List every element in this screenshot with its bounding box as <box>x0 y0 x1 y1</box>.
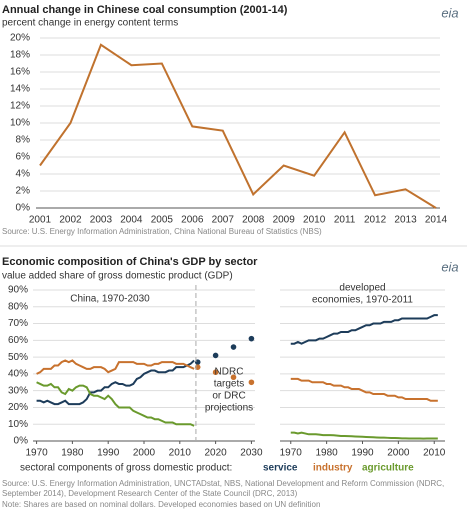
note: Note: Shares are based on nominal dollar… <box>2 500 320 509</box>
projection-dot <box>230 344 237 350</box>
y-tick-label: 8% <box>16 135 31 146</box>
x-tick-label: 1970 <box>25 448 48 459</box>
x-tick-label: 2010 <box>303 215 326 226</box>
text-line: China, 1970-2030 <box>70 294 150 305</box>
x-tick-label: 2020 <box>204 448 227 459</box>
y-tick-label: 90% <box>8 285 28 296</box>
x-tick-label: 1980 <box>61 448 84 459</box>
x-tick-label: 2030 <box>240 448 263 459</box>
x-tick-label: 2014 <box>425 215 448 226</box>
projection-dot <box>230 374 237 381</box>
line <box>39 43 437 209</box>
projection-dot <box>248 335 255 342</box>
x-tick-label: 2005 <box>151 215 174 226</box>
x-tick-label: 2010 <box>423 448 446 459</box>
y-tick-label: 20% <box>10 33 30 44</box>
y-tick-label: 0% <box>16 203 31 214</box>
y-tick-label: 30% <box>8 385 28 396</box>
text-line: targets <box>214 379 245 390</box>
y-tick-label: 4% <box>16 169 31 180</box>
x-tick-label: 2003 <box>90 215 113 226</box>
y-tick-label: 50% <box>8 352 28 363</box>
logo: eia <box>441 5 458 20</box>
y-tick-label: 40% <box>8 369 28 380</box>
text-line: Source: U.S. Energy Information Administ… <box>2 227 322 236</box>
x-tick-label: 1990 <box>97 448 120 459</box>
x-tick-label: 2013 <box>394 215 417 226</box>
y-tick-label: 14% <box>10 84 30 95</box>
y-tick-label: 80% <box>8 301 28 312</box>
x-tick-label: 2010 <box>169 448 192 459</box>
logo: eia <box>441 259 458 274</box>
x-tick-label: 2011 <box>334 215 356 226</box>
text-line: economies, 1970-2011 <box>312 295 413 306</box>
legend-entry: service <box>263 463 298 474</box>
y-tick-label: 0% <box>14 436 29 447</box>
x-tick-label: 2007 <box>212 215 235 226</box>
legend-label: sectoral components of gross domestic pr… <box>20 463 232 474</box>
y-tick-label: 10% <box>10 118 30 129</box>
x-tick-label: 2000 <box>387 448 410 459</box>
y-tick-label: 6% <box>16 152 31 163</box>
x-tick-label: 2000 <box>133 448 156 459</box>
y-tick-label: 20% <box>8 402 28 413</box>
text-line: developed <box>339 283 385 294</box>
x-tick-label: 2012 <box>364 215 387 226</box>
y-tick-label: 60% <box>8 335 28 346</box>
x-tick-label: 1970 <box>280 448 303 459</box>
y-tick-label: 18% <box>10 50 30 61</box>
y-tick-label: 70% <box>8 318 28 329</box>
x-tick-label: 2004 <box>120 215 143 226</box>
line <box>290 431 438 440</box>
line <box>36 381 195 427</box>
x-tick-label: 2001 <box>29 215 52 226</box>
x-tick-label: 1990 <box>351 448 374 459</box>
line <box>290 377 438 402</box>
chart-title: Economic composition of China's GDP by s… <box>2 256 258 268</box>
projection-dot <box>212 352 219 359</box>
x-tick-label: 2009 <box>273 215 296 226</box>
chart-subtitle: percent change in energy content terms <box>2 18 178 29</box>
y-tick-label: 16% <box>10 67 30 78</box>
chart-subtitle: value added share of gross domestic prod… <box>2 271 233 282</box>
text-line: NDRC <box>215 367 244 378</box>
legend-entry: agriculture <box>362 463 414 474</box>
y-tick-label: 12% <box>10 101 30 112</box>
line <box>290 314 438 345</box>
text-line: projections <box>205 403 253 414</box>
line <box>36 359 195 406</box>
text-line: or DRC <box>212 391 245 402</box>
y-tick-label: 10% <box>8 419 28 430</box>
chart-title: Annual change in Chinese coal consumptio… <box>2 4 288 16</box>
text-line: Source: U.S. Energy Information Administ… <box>2 479 444 488</box>
text-line: September 2014), Development Research Ce… <box>2 489 298 498</box>
x-tick-label: 2008 <box>242 215 265 226</box>
x-tick-label: 2002 <box>59 215 82 226</box>
projection-dot <box>212 369 219 376</box>
projection-dot <box>248 379 255 386</box>
line <box>36 359 195 375</box>
y-tick-label: 2% <box>16 186 31 197</box>
legend-entry: industry <box>313 463 353 474</box>
x-tick-label: 1980 <box>316 448 339 459</box>
x-tick-label: 2006 <box>181 215 204 226</box>
